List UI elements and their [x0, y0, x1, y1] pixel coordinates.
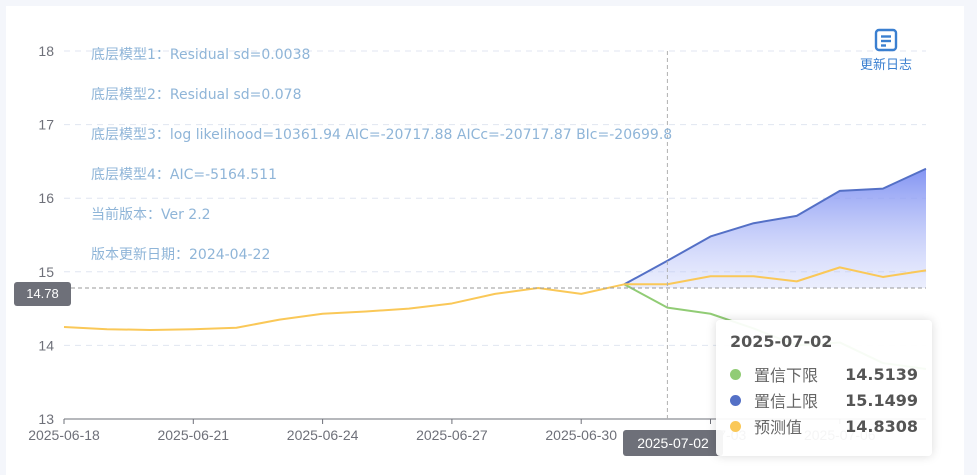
x-tick-label: 2025-06-30 — [545, 427, 617, 443]
confidence-band — [624, 168, 926, 288]
tooltip-title: 2025-07-02 — [730, 332, 833, 351]
confidence-band-area — [624, 168, 926, 288]
tooltip-series-name: 置信下限 — [754, 366, 819, 385]
y-pointer-label: 14.78 — [14, 282, 71, 306]
y-tick-label: 18 — [38, 43, 54, 59]
x-tick-label: 2025-06-27 — [416, 427, 488, 443]
model-info-line: 版本更新日期：2024-04-22 — [91, 247, 271, 263]
tooltip-row: 置信下限 14.5139 — [730, 361, 918, 387]
y-tick-label: 13 — [38, 411, 54, 427]
model-info-line: 底层模型3：log likelihood=10361.94 AIC=-20717… — [91, 127, 673, 143]
model-info-line: 底层模型4：AIC=-5164.511 — [91, 167, 277, 183]
series-line — [623, 167, 927, 286]
tooltip-series-name: 置信上限 — [754, 392, 819, 411]
model-info-line: 底层模型2：Residual sd=0.078 — [91, 87, 302, 103]
series-line — [63, 266, 927, 331]
document-icon — [874, 28, 898, 52]
model-info-line: 当前版本：Ver 2.2 — [91, 207, 211, 223]
x-pointer-label: 2025-07-02 — [623, 430, 723, 456]
update-log-button[interactable]: 更新日志 — [852, 28, 920, 73]
tooltip: 2025-07-02 置信下限 14.5139 置信上限 15.1499 预测值 14.8… — [716, 320, 932, 456]
y-tick-label: 17 — [38, 117, 54, 133]
y-tick-label: 16 — [38, 190, 54, 206]
model-info-line: 底层模型1：Residual sd=0.0038 — [91, 47, 311, 63]
x-tick-label: 2025-06-24 — [287, 427, 359, 443]
y-tick-label: 15 — [38, 264, 54, 280]
tooltip-series-value: 15.1499 — [845, 390, 918, 410]
tooltip-row: 置信上限 15.1499 — [730, 387, 918, 413]
tooltip-series-value: 14.8308 — [845, 416, 918, 436]
series-marker-icon — [730, 368, 741, 380]
update-log-label: 更新日志 — [859, 58, 912, 73]
series-marker-icon — [730, 394, 741, 406]
x-tick-label: 2025-06-21 — [157, 427, 229, 443]
tooltip-row: 预测值 14.8308 — [730, 413, 918, 439]
axis-pointer — [64, 51, 926, 419]
tooltip-series-name: 预测值 — [754, 418, 803, 437]
y-tick-label: 14 — [38, 337, 54, 353]
chart-card: 13 14 15 16 17 18 2025-06-18 2025-06-21 2025-06-… — [6, 6, 964, 475]
tooltip-series-value: 14.5139 — [845, 364, 918, 384]
series-marker-icon — [730, 420, 741, 432]
x-tick-label: 2025-06-18 — [28, 427, 100, 443]
